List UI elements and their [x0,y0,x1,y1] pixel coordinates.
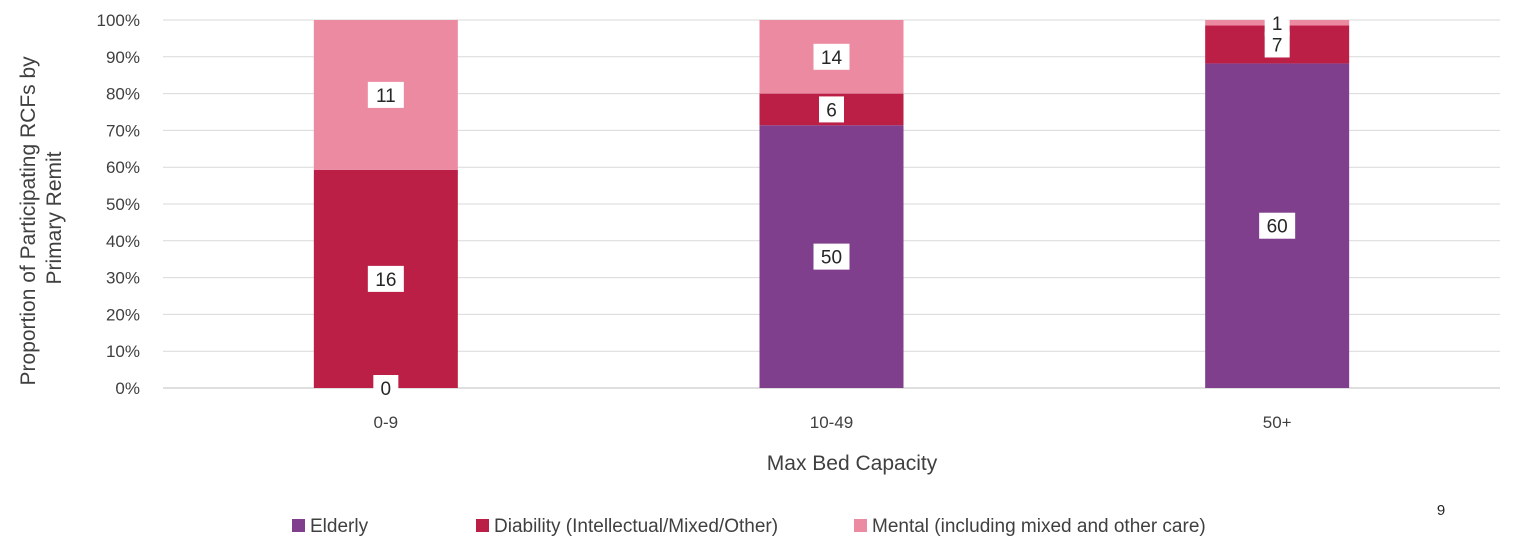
legend: Elderly Diability (Intellectual/Mixed/Oth… [292,516,1206,537]
data-label-box [367,81,404,108]
legend-swatch [854,519,867,532]
y-tick-label: 80% [106,85,140,104]
legend-swatch [476,519,489,532]
x-tick-label: 50+ [1263,413,1292,432]
data-label-box [1264,9,1290,36]
y-tick-label: 10% [106,342,140,361]
legend-label: Elderly [310,516,369,537]
y-tick-label: 20% [106,305,140,324]
x-axis-title: Max Bed Capacity [767,452,938,475]
y-tick-label: 100% [97,11,140,30]
y-axis-ticks: 0% 10% 20% 30% 40% 50% 60% 70% 80% 90% 100% [97,11,140,398]
y-tick-label: 30% [106,269,140,288]
data-label: 50 [821,248,842,269]
page-number: 9 [1437,502,1445,519]
x-tick-label: 0-9 [374,413,399,432]
y-tick-label: 60% [106,158,140,177]
data-label: 16 [375,270,396,291]
data-label-box [813,43,850,70]
data-label: 7 [1272,35,1283,56]
legend-label: Mental (including mixed and other care) [872,516,1206,537]
y-axis-title-line-1: Proportion of Participating RCFs by [17,56,40,386]
y-tick-label: 40% [106,232,140,251]
y-tick-label: 90% [106,48,140,67]
x-axis-ticks: 0-9 10-49 50+ [374,413,1292,432]
data-label: 11 [376,86,396,107]
y-axis-title-line-2: Primary Remit [43,151,66,284]
y-axis-title: Proportion of Participating RCFs by Prim… [17,51,66,386]
data-label-box [1264,31,1290,58]
x-tick-label: 10-49 [810,413,853,432]
data-label-box [373,375,399,401]
y-tick-label: 70% [106,121,140,140]
data-label: 14 [821,48,843,69]
data-label-box [819,96,844,123]
legend-label: Diability (Intellectual/Mixed/Other) [494,516,778,537]
y-tick-label: 50% [106,195,140,214]
data-label: 6 [826,100,837,121]
legend-swatch [292,519,305,532]
data-label-box [813,243,850,270]
data-label: 0 [381,379,392,400]
data-label-box [1259,212,1296,239]
data-label-box [367,265,404,292]
data-label: 1 [1272,14,1283,35]
y-tick-label: 0% [115,379,140,398]
data-labels: 0 16 11 50 6 14 60 71 [367,9,1296,401]
data-label: 60 [1267,217,1288,238]
